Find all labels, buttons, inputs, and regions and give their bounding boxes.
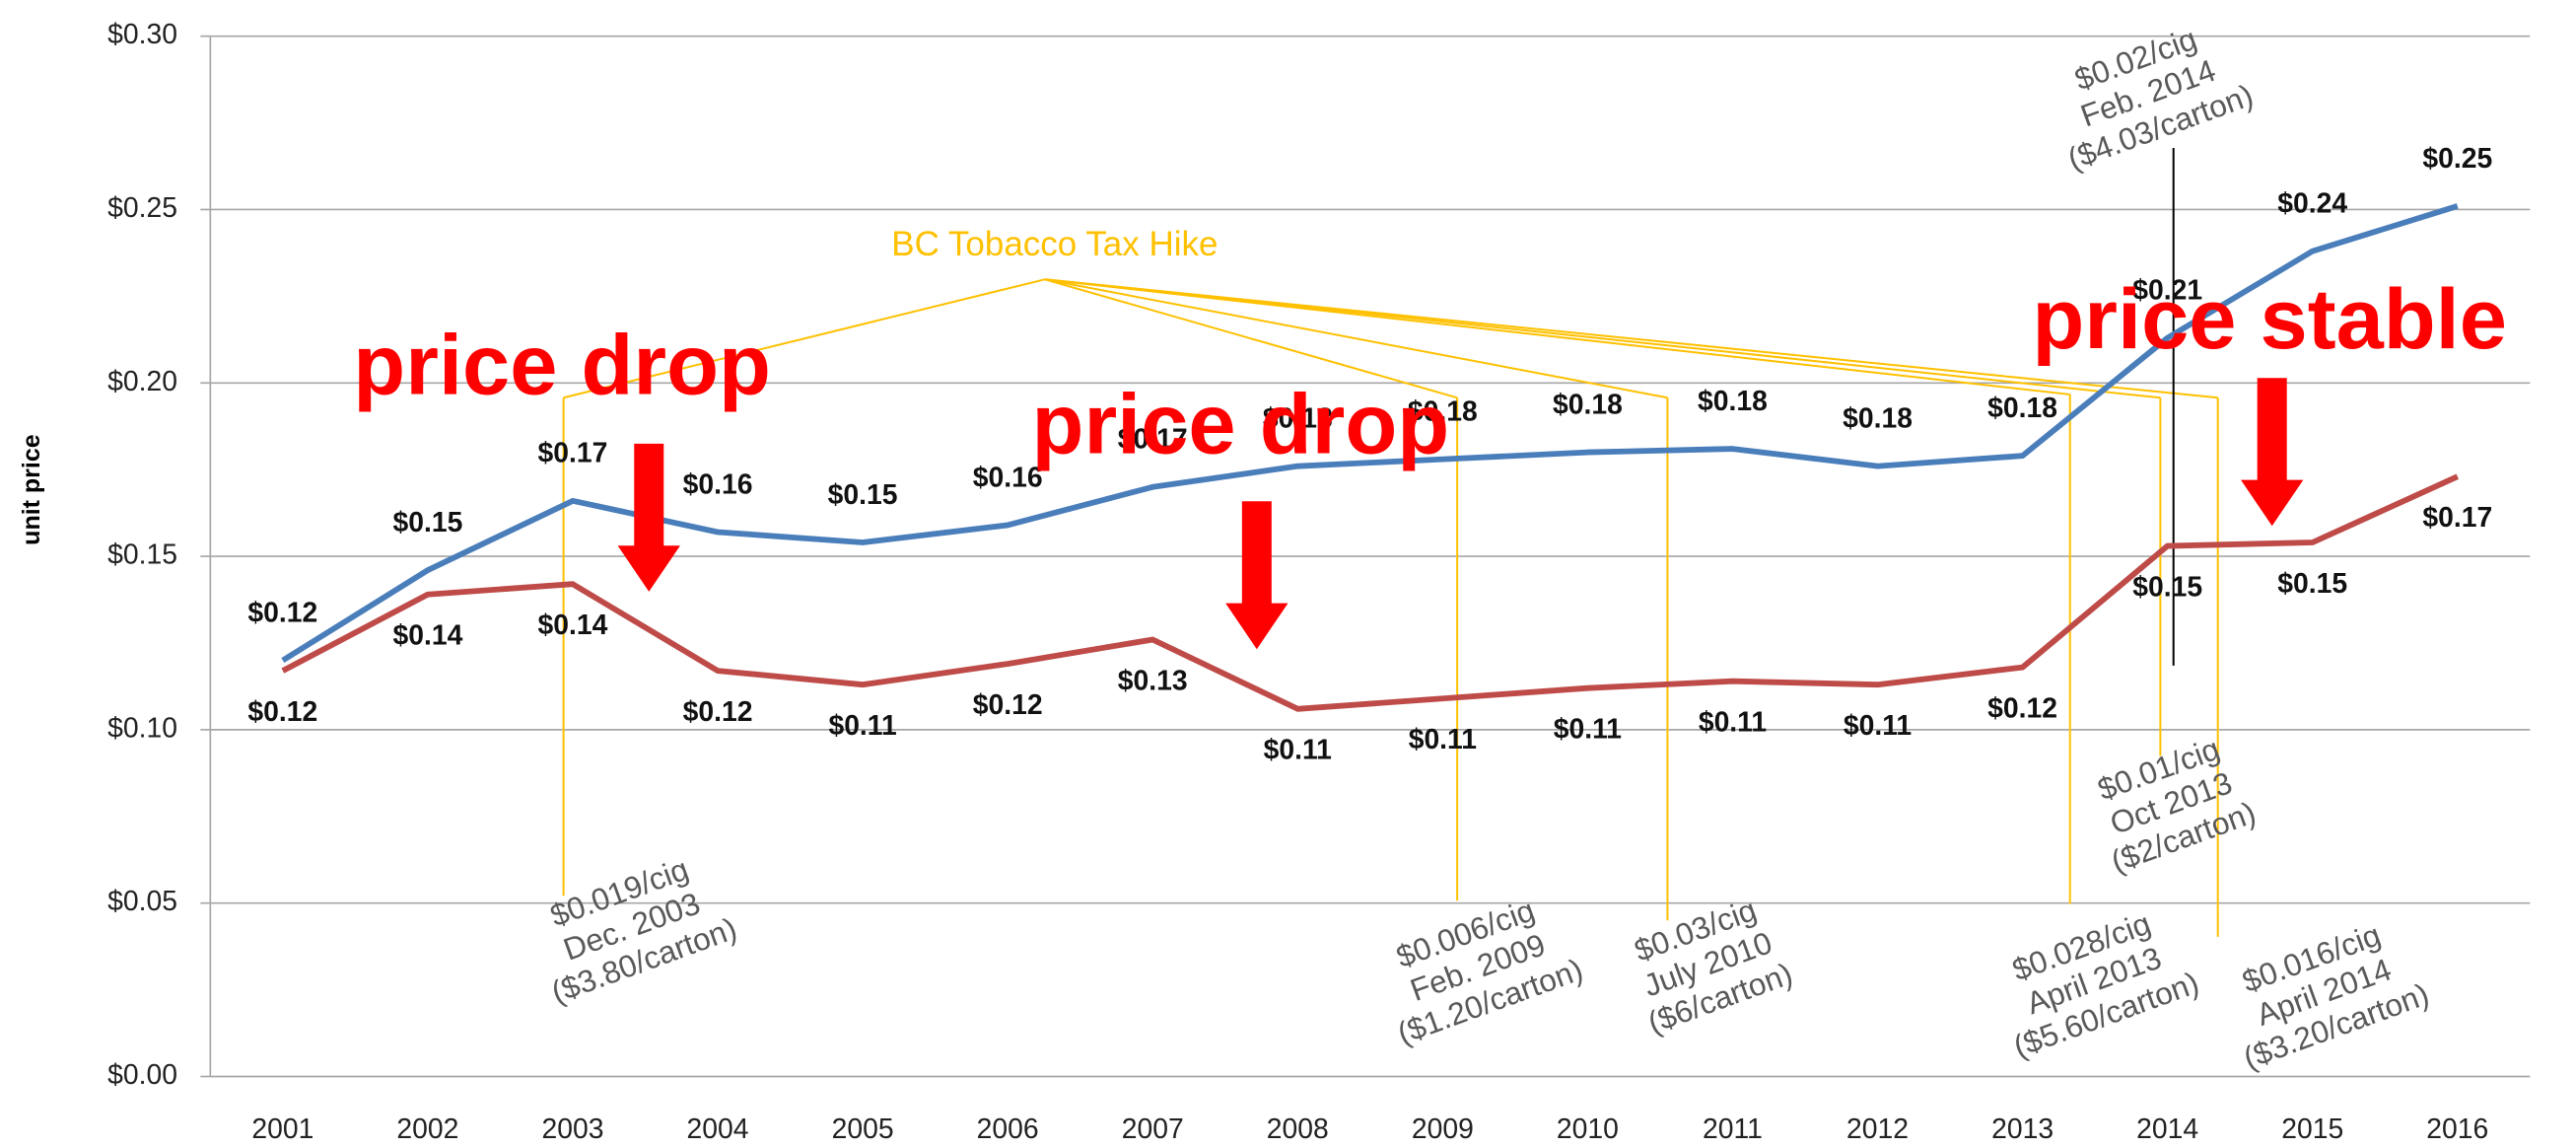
x-tick-label: 2002: [396, 1113, 458, 1145]
data-label: $0.18: [1843, 402, 1913, 434]
data-label: $0.14: [538, 610, 608, 641]
data-label: $0.15: [392, 507, 462, 538]
x-tick-label: 2013: [1991, 1113, 2054, 1145]
data-label: $0.18: [1263, 402, 1333, 434]
plot: $0.00 $0.05 $0.10 $0.15 $0.20 $0.25 $0.30 2001 2…: [107, 19, 2531, 1145]
y-tick-label: $0.10: [107, 712, 177, 744]
arrow: [1225, 501, 1288, 650]
data-label: $0.11: [1409, 724, 1477, 755]
data-label: $0.12: [683, 696, 753, 728]
data-label: $0.18: [1553, 389, 1623, 420]
data-label: $0.15: [2132, 571, 2202, 603]
data-label: $0.15: [828, 479, 898, 511]
y-tick-label: $0.00: [107, 1059, 177, 1091]
x-tick-label: 2005: [832, 1113, 894, 1145]
connector: [1044, 278, 1668, 399]
data-label: $0.18: [1698, 386, 1768, 417]
data-label: $0.17: [2422, 502, 2492, 534]
data-label: $0.12: [247, 597, 317, 628]
x-tick-label: 2016: [2426, 1113, 2488, 1145]
data-label: $0.25: [2422, 143, 2492, 175]
data-label: $0.16: [683, 468, 753, 500]
callout: price drop: [1032, 377, 1450, 471]
connector: [1044, 278, 1458, 399]
connector: [1044, 278, 2070, 395]
x-tick-label: 2012: [1846, 1113, 1909, 1145]
data-label: $0.13: [1118, 665, 1188, 696]
data-label: $0.11: [1844, 710, 1912, 742]
x-tick-label: 2011: [1703, 1113, 1763, 1145]
data-label: $0.21: [2132, 274, 2202, 306]
data-label: $0.16: [973, 462, 1043, 493]
data-label: $0.15: [2277, 568, 2347, 600]
connector: [1044, 278, 2218, 399]
y-tick-label: $0.25: [107, 192, 177, 224]
data-label: $0.11: [828, 710, 896, 742]
data-label: $0.14: [392, 620, 462, 652]
x-tick-label: 2003: [541, 1113, 603, 1145]
data-label: $0.12: [973, 689, 1043, 721]
callout: price drop: [353, 319, 771, 413]
arrow: [617, 443, 680, 592]
x-tick-label: 2010: [1557, 1113, 1619, 1145]
data-label: $0.24: [2277, 187, 2347, 219]
data-label: $0.17: [538, 438, 608, 469]
y-tick-label: $0.05: [107, 886, 177, 917]
y-tick-label: $0.30: [107, 19, 177, 50]
x-tick-label: 2009: [1412, 1113, 1474, 1145]
y-axis-label: unit price: [18, 434, 45, 545]
x-tick-label: 2015: [2281, 1113, 2343, 1145]
series-line: [281, 473, 2460, 712]
x-tick-label: 2008: [1267, 1113, 1329, 1145]
x-tick-label: 2004: [687, 1113, 749, 1145]
data-label: $0.17: [1118, 424, 1188, 456]
arrow: [2241, 378, 2304, 527]
data-label: $0.12: [1987, 692, 2057, 724]
data-label: $0.18: [1408, 395, 1478, 427]
y-tick-label: $0.15: [107, 539, 177, 571]
x-tick-label: 2006: [977, 1113, 1039, 1145]
data-label: $0.18: [1987, 393, 2057, 424]
x-tick-label: 2014: [2136, 1113, 2198, 1145]
x-tick-label: 2001: [251, 1113, 313, 1145]
data-label: $0.11: [1264, 735, 1332, 766]
annotation: BC Tobacco Tax Hike: [891, 225, 1218, 263]
data-label: $0.12: [247, 696, 317, 728]
x-tick-label: 2007: [1122, 1113, 1184, 1145]
data-label: $0.11: [1554, 714, 1622, 746]
callout: price stable: [2032, 272, 2507, 367]
y-tick-label: $0.20: [107, 366, 177, 397]
data-label: $0.11: [1699, 706, 1767, 738]
connector: [563, 278, 1046, 399]
